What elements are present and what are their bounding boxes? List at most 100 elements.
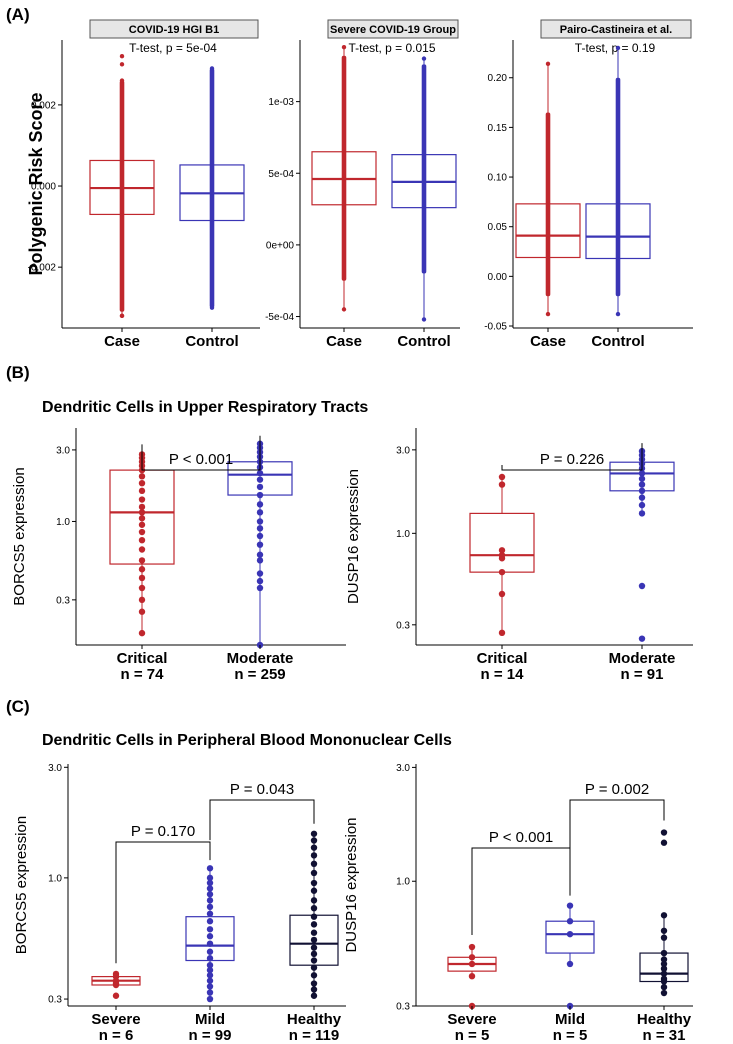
chart6-mild-point	[566, 960, 574, 968]
chart3-critical-point	[138, 574, 146, 582]
chart3-moderate-point	[256, 557, 264, 564]
chart5-healthy-point	[310, 897, 318, 904]
chart2-control-xtick-label: Control	[591, 333, 644, 350]
chart3-moderate-point	[256, 541, 264, 548]
chart3-critical-point	[138, 503, 146, 511]
chart3-critical-point	[138, 515, 146, 522]
chart6-healthy-point	[660, 934, 668, 941]
chart5-comparison-label: P = 0.043	[230, 781, 294, 798]
chart5-healthy-point	[310, 992, 318, 999]
chart0-ytick-label: 0.000	[31, 182, 56, 193]
chart4-ytick-label: 3.0	[396, 445, 410, 456]
chart1-ytick-label: 5e-04	[268, 169, 294, 180]
chart5-healthy-point	[310, 869, 318, 877]
chart3-ylabel: BORCS5 expression	[11, 467, 28, 605]
chart4-critical-n-label: n = 14	[481, 666, 525, 683]
chart5-mild-point	[206, 891, 214, 898]
chart2-facet-strip	[540, 19, 692, 39]
chart5-healthy-point	[310, 844, 318, 851]
chart3-critical-point	[138, 584, 146, 592]
chart0-control-point	[209, 66, 215, 71]
chart4-comparison-bracket	[501, 443, 643, 471]
chart1-control-points-dense	[421, 64, 427, 274]
chart5-healthy-point	[310, 887, 318, 894]
chart5-mild-n-label: n = 99	[189, 1027, 232, 1044]
chart0-ytick-label: -0.002	[28, 263, 57, 274]
chart6-healthy-point	[660, 912, 668, 919]
chart3-critical-xtick-label: Critical	[117, 650, 168, 667]
chart3-moderate-point	[256, 509, 264, 516]
chart3-moderate-point	[256, 577, 264, 585]
chart2-case-xtick-label: Case	[530, 333, 566, 350]
chart4-critical-point	[498, 590, 506, 598]
chart5-mild-point	[206, 926, 214, 933]
chart4-moderate-point	[638, 494, 646, 501]
chart5-mild-point	[206, 933, 214, 940]
chart1-case-points-dense	[341, 55, 347, 281]
chart4-moderate-xtick-label: Moderate	[609, 650, 676, 667]
chart6-ylabel: DUSP16 expression	[343, 817, 360, 952]
chart5-mild-point	[206, 966, 214, 974]
chart0-case-point	[119, 78, 125, 83]
chart0-case-point	[119, 54, 125, 59]
panel-label-b: (B)	[6, 363, 30, 382]
chart2-case-point	[545, 311, 551, 317]
chart2-control-point	[615, 45, 621, 51]
chart6-healthy-point	[660, 949, 668, 957]
chart5-severe-n-label: n = 6	[99, 1027, 134, 1044]
chart5-mild-point	[206, 961, 214, 969]
chart3-critical-point	[138, 479, 146, 487]
chart6-healthy-point	[660, 960, 668, 968]
chart4-critical-point	[498, 547, 506, 554]
chart5-ytick-label: 3.0	[48, 763, 62, 774]
chart5-comparison-bracket	[115, 841, 211, 964]
chart4-ytick-label: 1.0	[396, 529, 410, 540]
chart5-severe-point	[112, 992, 120, 999]
chart3-ytick-label: 0.3	[56, 595, 70, 606]
chart3-ytick-label: 3.0	[56, 445, 70, 456]
chart6-comparison-label: P = 0.002	[585, 781, 649, 798]
chart0-ylabel: Polygenic Risk Score	[26, 92, 46, 275]
chart2-control-point	[615, 311, 621, 317]
chart4-comparison-label: P = 0.226	[540, 451, 604, 468]
chart3-critical-point	[138, 608, 146, 615]
chart6-severe-point	[468, 954, 476, 961]
chart6-healthy-xtick-label: Healthy	[637, 1011, 692, 1028]
chart6-ytick-label: 1.0	[396, 877, 410, 888]
chart3-moderate-xtick-label: Moderate	[227, 650, 294, 667]
chart5-healthy-point	[310, 980, 318, 987]
chart0-control-point	[209, 305, 215, 310]
chart2-control-box	[585, 203, 651, 260]
chart5-mild-point	[206, 885, 214, 892]
chart3-moderate-point	[256, 491, 264, 499]
chart5-healthy-point	[310, 913, 318, 920]
chart3-moderate-point	[256, 551, 264, 558]
chart0-facet-strip	[89, 19, 259, 39]
chart5-mild-point	[206, 910, 214, 917]
chart1-control-point	[421, 56, 427, 61]
chart5-healthy-point	[310, 904, 318, 912]
chart5-mild-point	[206, 879, 214, 887]
chart1-facet-label: Severe COVID-19 Group	[330, 24, 456, 36]
chart5-healthy-point	[310, 852, 318, 859]
chart5-mild-xtick-label: Mild	[195, 1011, 225, 1028]
chart3-critical-point	[138, 496, 146, 503]
chart1-facet-strip	[327, 19, 459, 39]
chart5-healthy-point	[310, 921, 318, 928]
chart0-control-xtick-label: Control	[185, 333, 238, 350]
chart4-ylabel: DUSP16 expression	[345, 469, 362, 604]
chart6-ytick-label: 3.0	[396, 763, 410, 774]
chart1-control-point	[421, 317, 427, 322]
chart5-healthy-point	[310, 830, 318, 837]
chart3-critical-point	[138, 596, 146, 604]
chart4-critical-point	[498, 473, 506, 481]
chart6-severe-xtick-label: Severe	[447, 1011, 496, 1028]
chart3-moderate-point	[256, 476, 264, 483]
chart4-moderate-point	[638, 475, 646, 482]
chart6-comparison-bracket	[471, 847, 571, 936]
chart1-ytick-label: 0e+00	[266, 240, 295, 251]
chart5-mild-point	[206, 897, 214, 904]
chart4-ytick-label: 0.3	[396, 620, 410, 631]
chart5-healthy-point	[310, 879, 318, 887]
chart3-critical-point	[138, 521, 146, 528]
